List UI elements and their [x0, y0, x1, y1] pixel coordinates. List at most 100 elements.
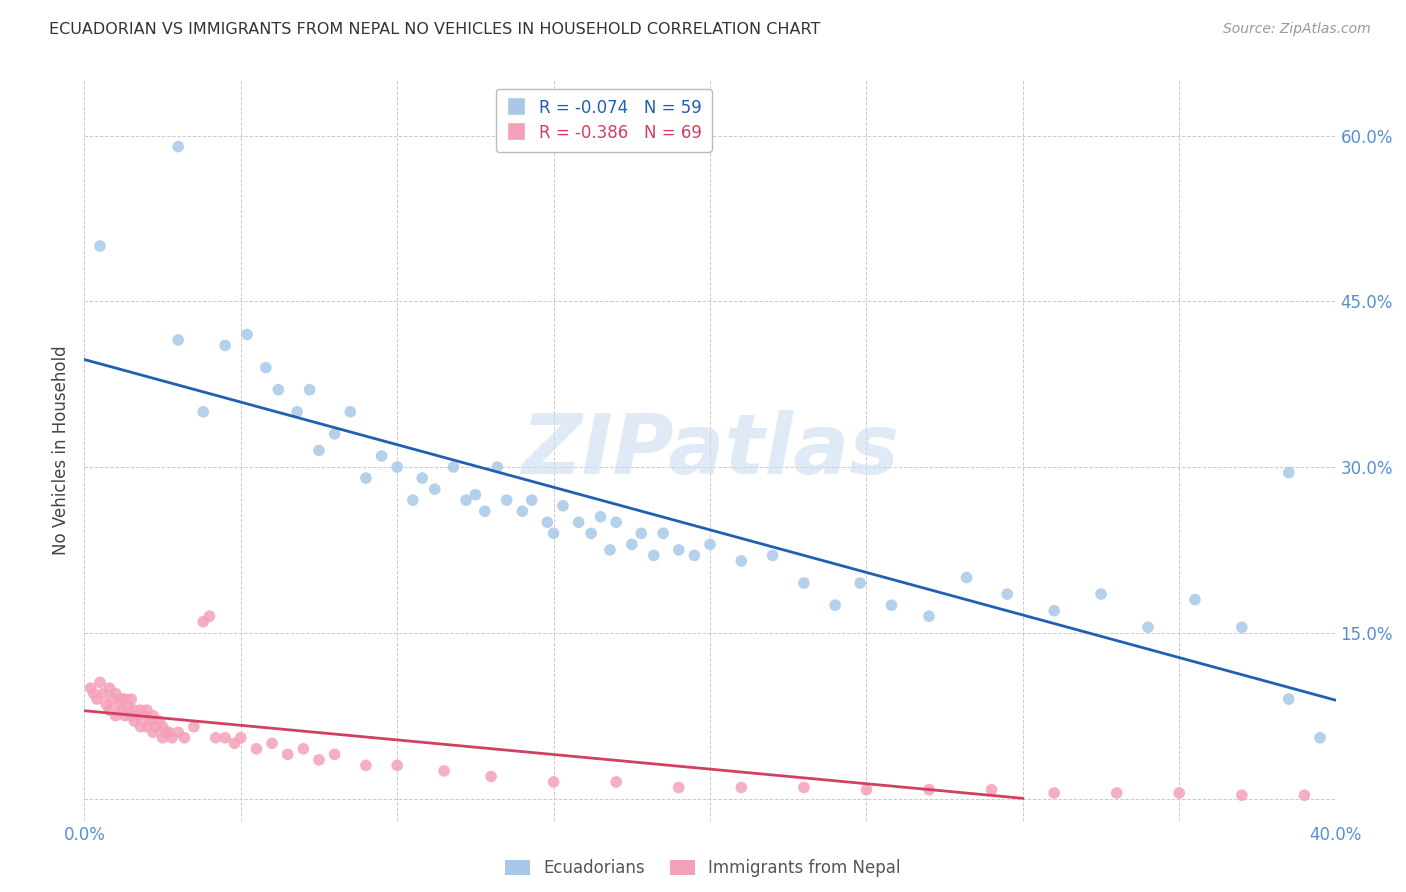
Point [1309, 731, 1331, 745]
Point [167, 333, 190, 347]
Point [1043, 604, 1066, 618]
Point [96, 698, 118, 712]
Point [86, 692, 108, 706]
Point [1043, 786, 1066, 800]
Point [630, 526, 652, 541]
Point [155, 725, 177, 739]
Text: Source: ZipAtlas.com: Source: ZipAtlas.com [1223, 22, 1371, 37]
Point [855, 782, 877, 797]
Point [152, 731, 174, 745]
Point [354, 471, 377, 485]
Point [683, 549, 706, 563]
Point [411, 471, 433, 485]
Point [167, 725, 190, 739]
Point [173, 731, 195, 745]
Point [995, 587, 1018, 601]
Point [136, 703, 159, 717]
Point [129, 703, 152, 717]
Point [793, 780, 815, 795]
Point [267, 383, 290, 397]
Point [89, 675, 111, 690]
Point [479, 769, 502, 783]
Point [605, 516, 627, 530]
Point [254, 360, 277, 375]
Point [198, 609, 221, 624]
Point [474, 504, 496, 518]
Point [193, 405, 215, 419]
Point [117, 698, 139, 712]
Point [1230, 789, 1253, 803]
Point [443, 460, 465, 475]
Point [124, 703, 146, 717]
Point [236, 327, 259, 342]
Point [980, 782, 1002, 797]
Point [699, 537, 721, 551]
Point [1090, 587, 1112, 601]
Point [880, 598, 903, 612]
Point [568, 516, 591, 530]
Text: ZIPatlas: ZIPatlas [522, 410, 898, 491]
Text: ECUADORIAN VS IMMIGRANTS FROM NEPAL NO VEHICLES IN HOUSEHOLD CORRELATION CHART: ECUADORIAN VS IMMIGRANTS FROM NEPAL NO V… [49, 22, 821, 37]
Point [730, 780, 752, 795]
Point [245, 741, 267, 756]
Point [224, 736, 246, 750]
Point [512, 504, 534, 518]
Point [120, 692, 142, 706]
Point [111, 692, 134, 706]
Point [486, 460, 509, 475]
Point [114, 692, 136, 706]
Point [918, 609, 941, 624]
Point [142, 708, 165, 723]
Point [849, 576, 872, 591]
Point [79, 681, 101, 695]
Point [1136, 620, 1159, 634]
Point [101, 692, 124, 706]
Point [114, 708, 136, 723]
Point [1294, 789, 1316, 803]
Point [730, 554, 752, 568]
Point [339, 405, 361, 419]
Point [104, 687, 127, 701]
Point [111, 703, 134, 717]
Point [536, 516, 558, 530]
Point [1184, 592, 1206, 607]
Point [89, 239, 111, 253]
Point [620, 537, 643, 551]
Point [285, 405, 308, 419]
Point [132, 708, 155, 723]
Point [292, 741, 315, 756]
Point [402, 493, 425, 508]
Point [139, 714, 162, 729]
Point [120, 708, 142, 723]
Point [370, 449, 392, 463]
Point [98, 703, 121, 717]
Point [160, 731, 183, 745]
Point [127, 708, 149, 723]
Point [599, 542, 621, 557]
Point [464, 488, 486, 502]
Point [262, 736, 284, 750]
Point [605, 775, 627, 789]
Point [454, 493, 477, 508]
Point [918, 782, 941, 797]
Point [183, 720, 205, 734]
Point [152, 720, 174, 734]
Point [157, 725, 180, 739]
Point [1278, 466, 1301, 480]
Point [193, 615, 215, 629]
Point [91, 687, 114, 701]
Point [1168, 786, 1191, 800]
Point [148, 714, 170, 729]
Point [214, 731, 236, 745]
Point [543, 526, 565, 541]
Point [298, 383, 321, 397]
Point [643, 549, 665, 563]
Point [824, 598, 846, 612]
Point [323, 747, 346, 762]
Point [308, 443, 330, 458]
Point [652, 526, 675, 541]
Point [354, 758, 377, 772]
Point [136, 720, 159, 734]
Y-axis label: No Vehicles in Household: No Vehicles in Household [52, 345, 70, 556]
Point [668, 542, 690, 557]
